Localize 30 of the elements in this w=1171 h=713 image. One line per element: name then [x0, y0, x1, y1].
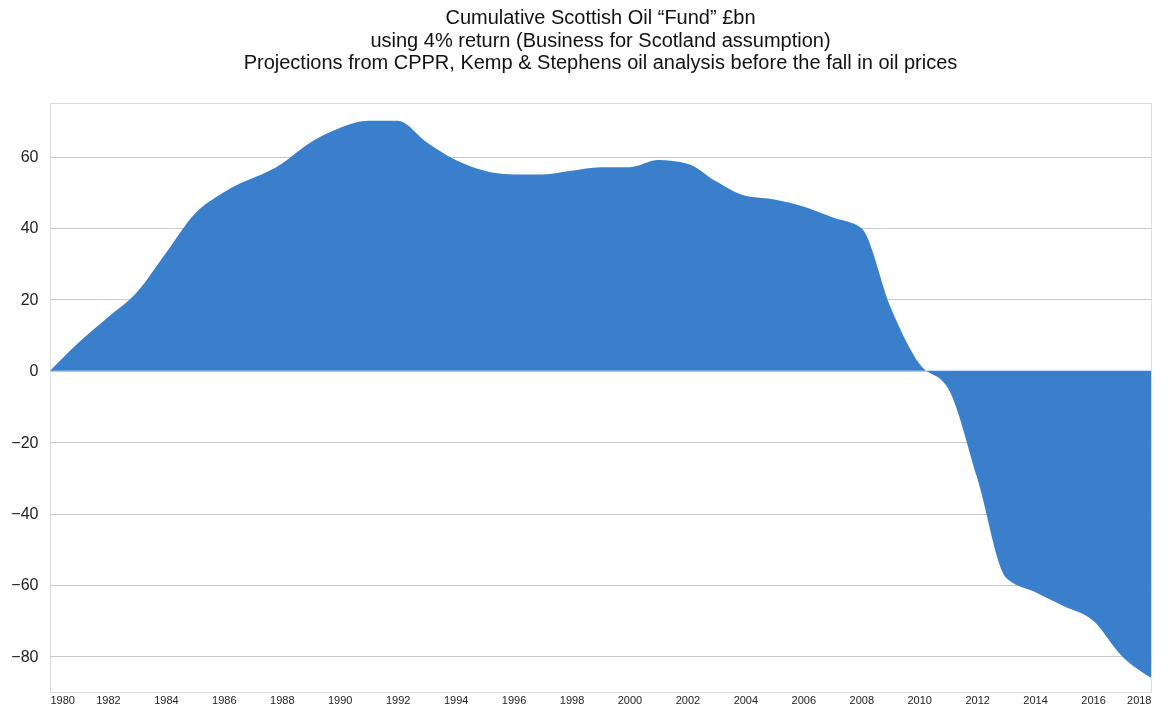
- x-tick-label: 1996: [501, 693, 527, 706]
- x-tick-label: 2012: [965, 693, 990, 706]
- x-tick-label: 1988: [270, 693, 295, 706]
- x-tick-label: 1990: [327, 693, 353, 706]
- x-tick-label: 2004: [733, 693, 759, 706]
- x-tick-label: 2016: [1081, 693, 1106, 706]
- x-tick-label: 2018: [1127, 693, 1152, 706]
- x-tick-label: 2006: [791, 693, 817, 706]
- x-tick-label: 2002: [675, 693, 701, 706]
- y-tick-label: 60: [20, 148, 39, 166]
- y-tick-label: 20: [20, 290, 39, 308]
- x-tick-label: 1984: [154, 693, 179, 706]
- x-tick-label: 1994: [443, 693, 469, 706]
- y-tick-label: −80: [11, 647, 39, 665]
- x-tick-label: 1986: [212, 693, 237, 706]
- x-tick-label: 2010: [907, 693, 932, 706]
- x-tick-label: 1998: [559, 693, 585, 706]
- chart-subtitle: using 4% return (Business for Scotland assumption) Projections from CPPR, Kemp & Stephens oil analysis before the fall in oil prices: [243, 29, 958, 73]
- x-tick-label: 1982: [96, 693, 121, 706]
- chart-title: Cumulative Scottish Oil “Fund” £bn: [445, 6, 756, 28]
- y-tick-label: −40: [11, 505, 39, 523]
- x-tick-label: 2000: [617, 693, 643, 706]
- y-tick-label: 40: [20, 219, 39, 237]
- y-tick-label: −20: [11, 433, 39, 451]
- x-tick-label: 1980: [50, 693, 75, 706]
- x-tick-label: 2014: [1023, 693, 1048, 706]
- y-tick-label: 0: [29, 362, 39, 380]
- x-tick-label: 2008: [849, 693, 875, 706]
- y-tick-label: −60: [11, 576, 39, 594]
- x-tick-label: 1992: [385, 693, 411, 706]
